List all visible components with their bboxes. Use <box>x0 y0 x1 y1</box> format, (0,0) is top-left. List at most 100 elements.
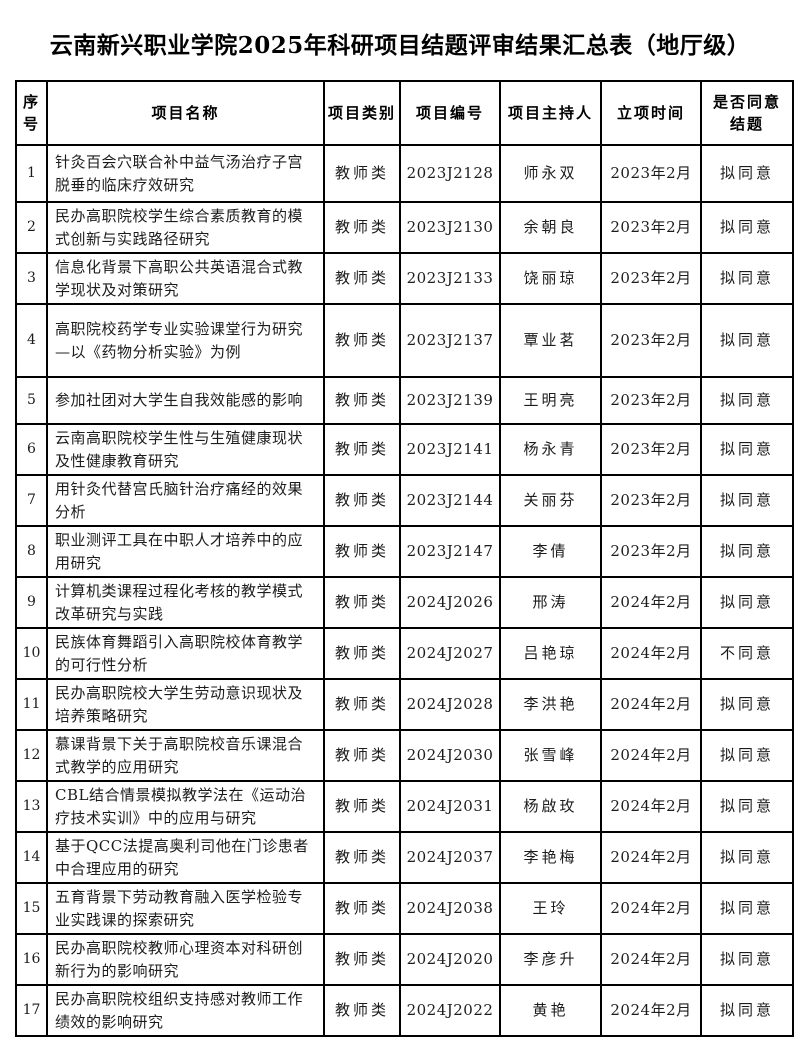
table-row: 12 慕课背景下关于高职院校音乐课混合式教学的应用研究 教师类 2024J2030 张雪… <box>15 729 794 782</box>
project-leader: 师永双 <box>499 144 602 203</box>
row-number: 16 <box>15 933 48 986</box>
review-result: 拟同意 <box>700 144 794 203</box>
project-category: 教师类 <box>323 474 401 527</box>
row-number: 8 <box>15 525 48 578</box>
project-name: CBL结合情景模拟教学法在《运动治疗技术实训》中的应用与研究 <box>46 780 325 833</box>
project-name: 民办高职院校学生综合素质教育的模式创新与实践路径研究 <box>46 201 325 254</box>
row-number: 10 <box>15 627 48 680</box>
approval-date: 2024年2月 <box>600 780 702 833</box>
project-code: 2024J2038 <box>399 882 501 935</box>
project-leader: 王玲 <box>499 882 602 935</box>
project-category: 教师类 <box>323 984 401 1037</box>
review-result: 拟同意 <box>700 303 794 378</box>
project-name: 高职院校药学专业实验课堂行为研究—以《药物分析实验》为例 <box>46 303 325 378</box>
project-leader: 王明亮 <box>499 376 602 425</box>
approval-date: 2024年2月 <box>600 831 702 884</box>
approval-date: 2023年2月 <box>600 474 702 527</box>
project-code: 2023J2133 <box>399 252 501 305</box>
table-row: 17 民办高职院校组织支持感对教师工作绩效的影响研究 教师类 2024J2022 黄艳 2… <box>15 984 794 1037</box>
project-name: 职业测评工具在中职人才培养中的应用研究 <box>46 525 325 578</box>
review-result: 拟同意 <box>700 423 794 476</box>
project-category: 教师类 <box>323 678 401 731</box>
project-leader: 杨啟玫 <box>499 780 602 833</box>
review-result: 拟同意 <box>700 882 794 935</box>
row-number: 2 <box>15 201 48 254</box>
approval-date: 2023年2月 <box>600 144 702 203</box>
review-result: 拟同意 <box>700 984 794 1037</box>
row-number: 12 <box>15 729 48 782</box>
row-number: 11 <box>15 678 48 731</box>
table-row: 2 民办高职院校学生综合素质教育的模式创新与实践路径研究 教师类 2023J2130 余… <box>15 201 794 254</box>
project-category: 教师类 <box>323 144 401 203</box>
table-row: 8 职业测评工具在中职人才培养中的应用研究 教师类 2023J2147 李倩 2023年2… <box>15 525 794 578</box>
project-code: 2024J2027 <box>399 627 501 680</box>
project-code: 2024J2022 <box>399 984 501 1037</box>
approval-date: 2024年2月 <box>600 933 702 986</box>
project-leader: 覃业茗 <box>499 303 602 378</box>
review-result: 不同意 <box>700 627 794 680</box>
project-name: 五育背景下劳动教育融入医学检验专业实践课的探索研究 <box>46 882 325 935</box>
project-code: 2024J2028 <box>399 678 501 731</box>
row-number: 9 <box>15 576 48 629</box>
table-row: 15 五育背景下劳动教育融入医学检验专业实践课的探索研究 教师类 2024J2038 王… <box>15 882 794 935</box>
column-header-code: 项目编号 <box>399 80 501 146</box>
table-row: 1 针灸百会穴联合补中益气汤治疗子宫脱垂的临床疗效研究 教师类 2023J2128 师永… <box>15 144 794 203</box>
project-code: 2024J2026 <box>399 576 501 629</box>
project-category: 教师类 <box>323 376 401 425</box>
table-row: 3 信息化背景下高职公共英语混合式教学现状及对策研究 教师类 2023J2133 饶丽琼… <box>15 252 794 305</box>
table-row: 7 用针灸代替宫氏脑针治疗痛经的效果分析 教师类 2023J2144 关丽芬 2023年2… <box>15 474 794 527</box>
review-result: 拟同意 <box>700 474 794 527</box>
row-number: 15 <box>15 882 48 935</box>
project-name: 计算机类课程过程化考核的教学模式改革研究与实践 <box>46 576 325 629</box>
project-name: 用针灸代替宫氏脑针治疗痛经的效果分析 <box>46 474 325 527</box>
review-result: 拟同意 <box>700 201 794 254</box>
review-result: 拟同意 <box>700 729 794 782</box>
project-code: 2023J2139 <box>399 376 501 425</box>
project-category: 教师类 <box>323 627 401 680</box>
review-result: 拟同意 <box>700 525 794 578</box>
project-code: 2023J2147 <box>399 525 501 578</box>
table-row: 11 民办高职院校大学生劳动意识现状及培养策略研究 教师类 2024J2028 李洪艳 2… <box>15 678 794 731</box>
project-leader: 余朝良 <box>499 201 602 254</box>
review-result: 拟同意 <box>700 678 794 731</box>
approval-date: 2023年2月 <box>600 525 702 578</box>
approval-date: 2024年2月 <box>600 678 702 731</box>
project-leader: 李艳梅 <box>499 831 602 884</box>
project-code: 2023J2137 <box>399 303 501 378</box>
project-code: 2023J2130 <box>399 201 501 254</box>
column-header-name: 项目名称 <box>46 80 325 146</box>
row-number: 4 <box>15 303 48 378</box>
row-number: 13 <box>15 780 48 833</box>
table-row: 4 高职院校药学专业实验课堂行为研究—以《药物分析实验》为例 教师类 2023J213… <box>15 303 794 378</box>
approval-date: 2024年2月 <box>600 882 702 935</box>
header-row: 序号 项目名称 项目类别 项目编号 项目主持人 立项时间 是否同意结题 <box>15 80 794 146</box>
project-category: 教师类 <box>323 729 401 782</box>
project-code: 2023J2144 <box>399 474 501 527</box>
project-category: 教师类 <box>323 252 401 305</box>
row-number: 7 <box>15 474 48 527</box>
approval-date: 2023年2月 <box>600 201 702 254</box>
review-result: 拟同意 <box>700 780 794 833</box>
table-row: 13 CBL结合情景模拟教学法在《运动治疗技术实训》中的应用与研究 教师类 2024J… <box>15 780 794 833</box>
project-name: 民办高职院校教师心理资本对科研创新行为的影响研究 <box>46 933 325 986</box>
project-category: 教师类 <box>323 882 401 935</box>
results-table: 序号 项目名称 项目类别 项目编号 项目主持人 立项时间 是否同意结题 1 针灸百… <box>15 80 794 1037</box>
review-result: 拟同意 <box>700 933 794 986</box>
project-category: 教师类 <box>323 201 401 254</box>
row-number: 17 <box>15 984 48 1037</box>
project-leader: 关丽芬 <box>499 474 602 527</box>
approval-date: 2023年2月 <box>600 423 702 476</box>
review-result: 拟同意 <box>700 376 794 425</box>
approval-date: 2024年2月 <box>600 576 702 629</box>
project-name: 云南高职院校学生性与生殖健康现状及性健康教育研究 <box>46 423 325 476</box>
table-row: 9 计算机类课程过程化考核的教学模式改革研究与实践 教师类 2024J2026 邢涛 20… <box>15 576 794 629</box>
project-code: 2024J2020 <box>399 933 501 986</box>
column-header-result: 是否同意结题 <box>700 80 794 146</box>
project-category: 教师类 <box>323 303 401 378</box>
review-result: 拟同意 <box>700 831 794 884</box>
approval-date: 2024年2月 <box>600 729 702 782</box>
approval-date: 2023年2月 <box>600 252 702 305</box>
project-code: 2024J2030 <box>399 729 501 782</box>
table-row: 10 民族体育舞蹈引入高职院校体育教学的可行性分析 教师类 2024J2027 吕艳琼 2… <box>15 627 794 680</box>
